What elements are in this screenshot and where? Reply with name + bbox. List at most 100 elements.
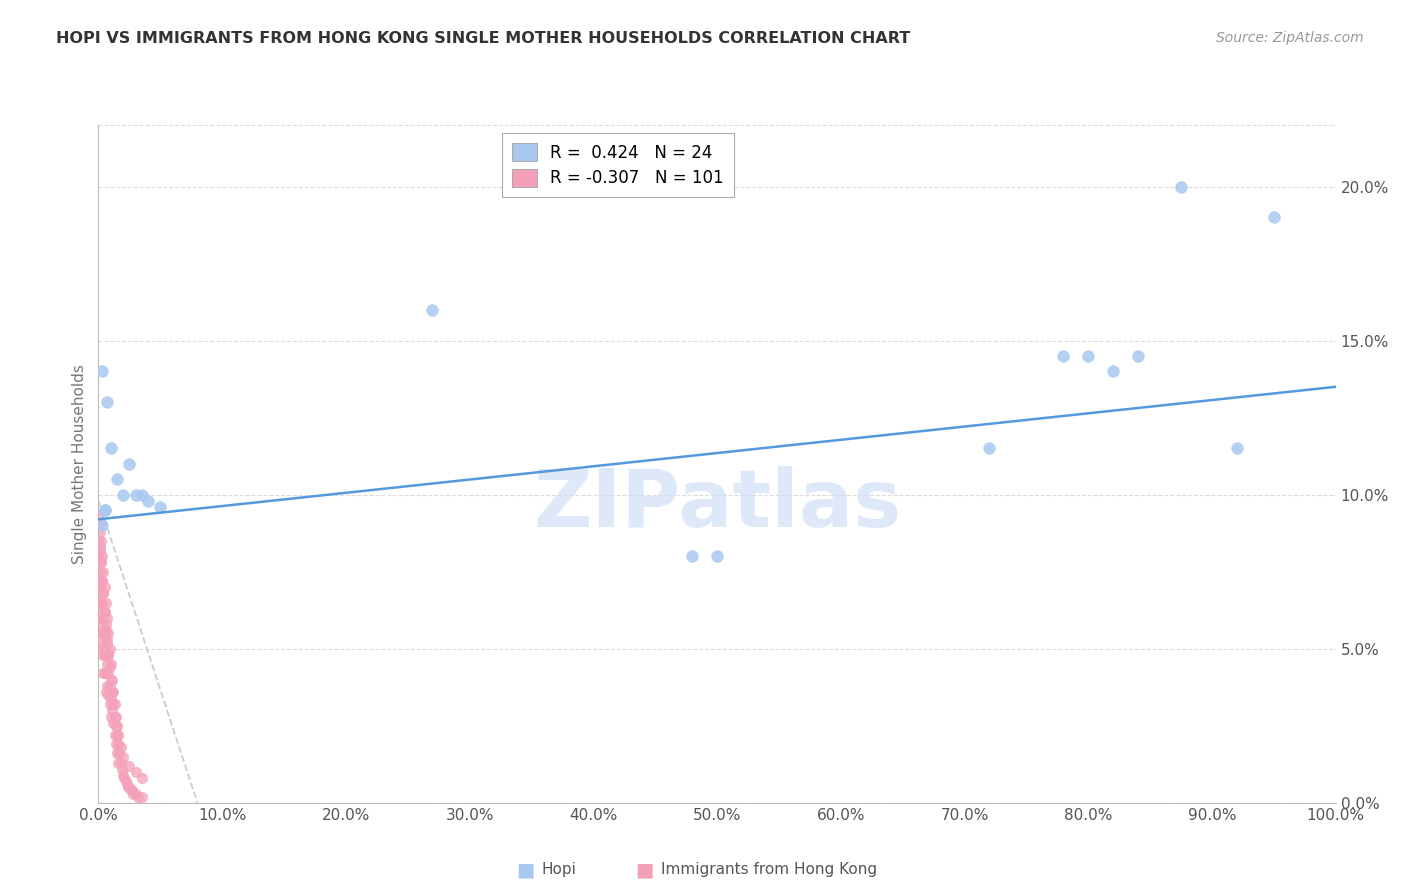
Point (103, 697, 125, 711)
Text: Hopi: Hopi (541, 863, 576, 877)
Text: Source: ZipAtlas.com: Source: ZipAtlas.com (1216, 31, 1364, 45)
Point (96, 632, 118, 647)
Point (103, 697, 125, 711)
Point (91, 617, 114, 632)
Point (87, 626, 110, 640)
Point (91, 595, 114, 609)
Point (706, 549, 728, 564)
Point (87, 580, 110, 594)
Text: ZIPatlas: ZIPatlas (533, 466, 901, 543)
Point (89, 565, 111, 579)
Point (89, 524, 111, 539)
Point (91, 635, 114, 649)
Point (93, 586, 115, 600)
Point (93, 626, 115, 640)
Point (105, 719, 128, 733)
Y-axis label: Single Mother Households: Single Mother Households (72, 364, 87, 564)
Point (94, 685, 117, 699)
Point (91, 364, 114, 378)
Point (105, 472, 128, 486)
Point (97, 688, 120, 702)
Point (107, 756, 129, 770)
Point (93, 648, 115, 662)
Point (1226, 442, 1249, 456)
Point (1077, 349, 1099, 363)
Point (1263, 211, 1285, 225)
Point (103, 715, 125, 730)
Point (89, 518, 111, 533)
Point (93, 565, 115, 579)
Point (89, 540, 111, 554)
Point (118, 457, 141, 471)
Point (112, 771, 135, 785)
Point (422, 302, 444, 317)
Point (90, 611, 112, 625)
Point (94, 624, 117, 638)
Point (108, 747, 131, 761)
Point (91, 549, 114, 564)
Point (98, 697, 121, 711)
Point (103, 685, 125, 699)
Point (131, 789, 153, 804)
Point (124, 764, 146, 779)
Point (93, 605, 115, 619)
Point (94, 645, 117, 659)
Point (94, 666, 117, 681)
Point (98, 679, 121, 693)
Point (118, 780, 141, 795)
Point (90, 533, 112, 548)
Point (120, 783, 142, 797)
Point (136, 493, 159, 508)
Point (98, 641, 121, 656)
Point (101, 703, 124, 717)
Point (93, 626, 115, 640)
Point (112, 749, 135, 764)
Point (87, 611, 110, 625)
Point (100, 673, 122, 687)
Point (87, 595, 110, 609)
Point (112, 488, 135, 502)
Point (104, 737, 127, 751)
Point (1170, 179, 1192, 194)
Point (131, 488, 153, 502)
Point (93, 666, 115, 681)
Point (124, 488, 146, 502)
Point (107, 728, 129, 742)
Point (90, 556, 112, 570)
Point (93, 648, 115, 662)
Point (96, 657, 118, 672)
Point (131, 771, 153, 785)
Point (121, 783, 143, 797)
Point (96, 679, 118, 693)
Point (90, 595, 112, 609)
Point (97, 666, 120, 681)
Point (111, 762, 134, 776)
Point (100, 709, 122, 723)
Point (97, 648, 120, 662)
Point (104, 709, 127, 723)
Point (979, 442, 1001, 456)
Point (105, 728, 128, 742)
Point (93, 605, 115, 619)
Point (110, 756, 132, 770)
Point (112, 768, 135, 782)
Point (98, 660, 121, 674)
Point (90, 574, 112, 588)
Point (97, 626, 120, 640)
Point (124, 787, 146, 801)
Point (104, 719, 127, 733)
Point (114, 774, 136, 789)
Point (91, 574, 114, 588)
Text: ■: ■ (516, 860, 534, 880)
Point (89, 580, 111, 594)
Point (87, 641, 110, 656)
Text: ■: ■ (636, 860, 654, 880)
Point (105, 747, 128, 761)
Point (100, 442, 122, 456)
Point (107, 737, 129, 751)
Point (94, 595, 117, 609)
Point (117, 780, 139, 795)
Point (87, 549, 110, 564)
Point (90, 556, 112, 570)
Point (118, 759, 141, 773)
